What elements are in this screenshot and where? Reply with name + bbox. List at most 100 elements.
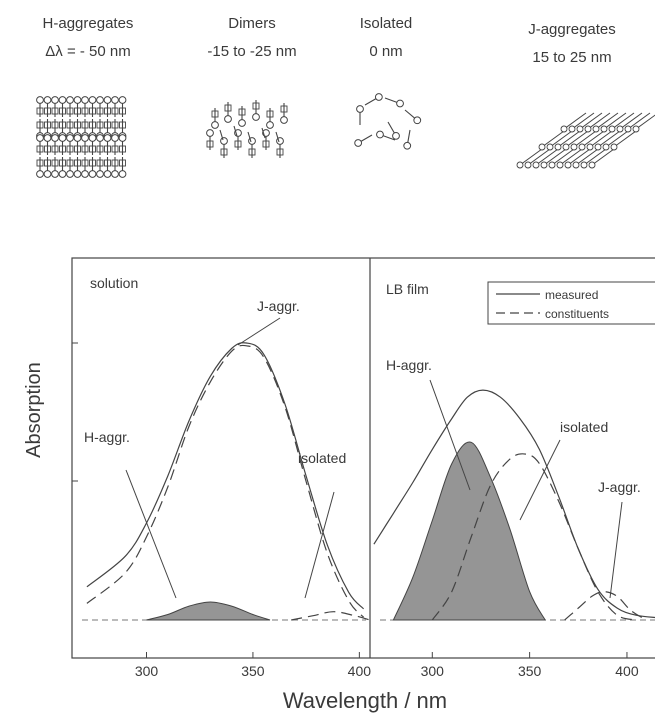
dimer-link	[261, 127, 266, 139]
isolated-molecule-schematic	[354, 93, 422, 150]
h-molecule-down	[103, 157, 112, 178]
x-tick-label: 300	[135, 663, 159, 679]
h-molecule-up	[96, 96, 104, 117]
h-aggregates-shift: Δλ = - 50 nm	[45, 43, 130, 60]
legend-constituents-label: constituents	[545, 307, 609, 321]
j-molecule	[594, 130, 621, 151]
j-molecule	[568, 112, 595, 133]
j-molecule	[602, 130, 629, 151]
h-molecule-up	[51, 134, 59, 155]
panel-title-lb-film: LB film	[386, 281, 429, 297]
j-molecule	[616, 112, 643, 133]
h-molecule-up	[73, 134, 82, 155]
panel-solution: solution 300 350 400 J-aggr. H-aggr. isolated	[72, 275, 371, 679]
dimer-link	[247, 131, 252, 143]
h-molecule-down	[43, 157, 52, 178]
j-molecule	[532, 148, 559, 169]
x-tick-label: 400	[348, 663, 372, 679]
dimer-link	[275, 131, 280, 143]
h-molecule-up	[51, 96, 59, 117]
dimer-molecule	[224, 102, 232, 123]
h-molecule-up	[36, 134, 44, 155]
dimer-molecule	[211, 108, 219, 129]
j-molecule	[588, 148, 615, 169]
plot-frame	[71, 257, 655, 659]
isolated-constituent-series	[86, 344, 365, 618]
isolated-molecule	[404, 109, 422, 125]
x-tick-label: 400	[615, 663, 639, 679]
h-molecule-up	[66, 96, 74, 117]
j-aggregates-shift: 15 to 25 nm	[532, 49, 611, 66]
dimer-molecule	[238, 106, 246, 127]
j-molecule	[580, 148, 607, 169]
h-molecule-up	[103, 134, 112, 155]
j-molecule	[546, 130, 573, 151]
h-molecule-down	[118, 157, 127, 178]
h-molecule-down	[66, 157, 74, 178]
dimers-shift: -15 to -25 nm	[207, 43, 296, 60]
y-axis-label: Absorption	[23, 362, 45, 458]
h-molecule-down	[51, 157, 59, 178]
h-molecule-up	[36, 96, 44, 117]
h-molecule-up	[111, 96, 119, 117]
h-molecule-up	[111, 134, 119, 155]
j-molecule	[554, 130, 581, 151]
dimer-schematic	[206, 100, 288, 158]
annotation-label: J-aggr.	[257, 298, 300, 314]
h-aggr-constituent-series	[392, 441, 547, 621]
j-molecule	[540, 148, 567, 169]
j-molecule	[524, 148, 551, 169]
dimer-molecule	[266, 108, 274, 129]
j-aggregates-title: J-aggregates	[528, 21, 616, 38]
h-molecule-up	[103, 96, 112, 117]
isolated-molecule	[376, 130, 396, 141]
h-aggregate-schematic	[36, 96, 127, 178]
h-molecule-up	[81, 134, 89, 155]
j-aggr-constituent-series	[564, 590, 647, 621]
dimer-molecule	[206, 129, 214, 150]
isolated-constituent-series	[431, 453, 637, 621]
j-molecule	[548, 148, 575, 169]
h-molecule-up	[81, 96, 89, 117]
annotation-label: isolated	[560, 419, 608, 435]
annotation-label: H-aggr.	[386, 357, 432, 373]
h-molecule-up	[118, 134, 127, 155]
dimers-title: Dimers	[228, 15, 276, 32]
dimer-link	[219, 129, 224, 141]
j-molecule	[586, 130, 613, 151]
h-molecule-up	[73, 96, 82, 117]
j-molecule	[570, 130, 597, 151]
j-aggregate-schematic	[516, 112, 655, 169]
j-molecule	[576, 112, 603, 133]
isolated-molecule	[354, 134, 373, 147]
annotation-leader	[304, 491, 335, 599]
schematic-labels: H-aggregates Δλ = - 50 nm Dimers -15 to …	[43, 15, 616, 66]
legend-box	[487, 281, 655, 325]
dimer-molecule	[280, 103, 288, 124]
isolated-molecule	[356, 105, 364, 125]
legend: measured constituents	[487, 281, 655, 325]
annotation-leader	[237, 317, 281, 346]
h-molecule-up	[88, 96, 97, 117]
h-molecule-down	[58, 157, 67, 178]
measured-series	[373, 389, 655, 619]
j-molecule	[632, 114, 655, 133]
h-molecule-down	[96, 157, 104, 178]
x-tick-label: 350	[518, 663, 542, 679]
isolated-shift: 0 nm	[369, 43, 402, 60]
dimer-molecule	[252, 100, 260, 121]
dimer-molecule	[220, 137, 228, 158]
j-molecule	[564, 148, 591, 169]
h-molecule-up	[43, 96, 52, 117]
annotation-leader	[609, 501, 623, 599]
h-aggregates-title: H-aggregates	[43, 15, 134, 32]
h-molecule-up	[43, 134, 52, 155]
h-molecule-up	[58, 134, 67, 155]
j-molecule	[600, 112, 627, 133]
j-molecule	[556, 148, 583, 169]
j-aggr-constituent-series	[291, 611, 371, 621]
j-molecule	[610, 130, 637, 151]
h-molecule-up	[88, 134, 97, 155]
h-molecule-down	[36, 157, 44, 178]
